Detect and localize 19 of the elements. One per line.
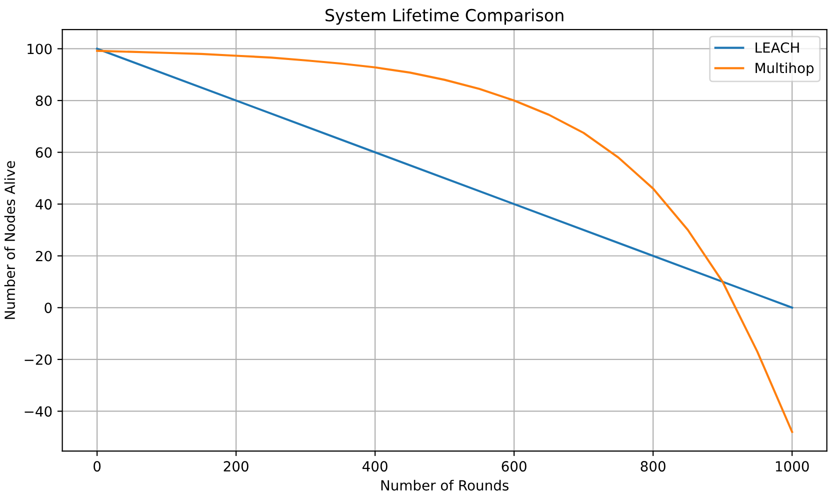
legend-label: Multihop [756,62,814,76]
y-tick-label: 20 [36,250,52,262]
chart-title: System Lifetime Comparison [326,8,564,25]
y-axis-title: Number of Nodes Alive [4,161,16,319]
y-tick-label: 0 [44,302,52,314]
x-tick-label: 200 [224,461,248,472]
x-axis-title: Number of Rounds [381,480,508,491]
x-tick-label: 400 [362,461,388,472]
x-tick-label: 1000 [776,461,809,472]
x-tick-label: 0 [94,461,101,472]
y-tick-label: 40 [36,199,52,210]
x-tick-label: 800 [640,461,666,472]
x-tick-label: 600 [502,461,526,472]
y-tick-label: −40 [24,406,52,417]
y-tick-label: 60 [36,147,52,158]
y-tick-label: 100 [28,44,52,54]
y-tick-label: −20 [24,354,52,365]
y-tick-label: 80 [36,95,52,106]
legend-label: LEACH [756,42,799,53]
